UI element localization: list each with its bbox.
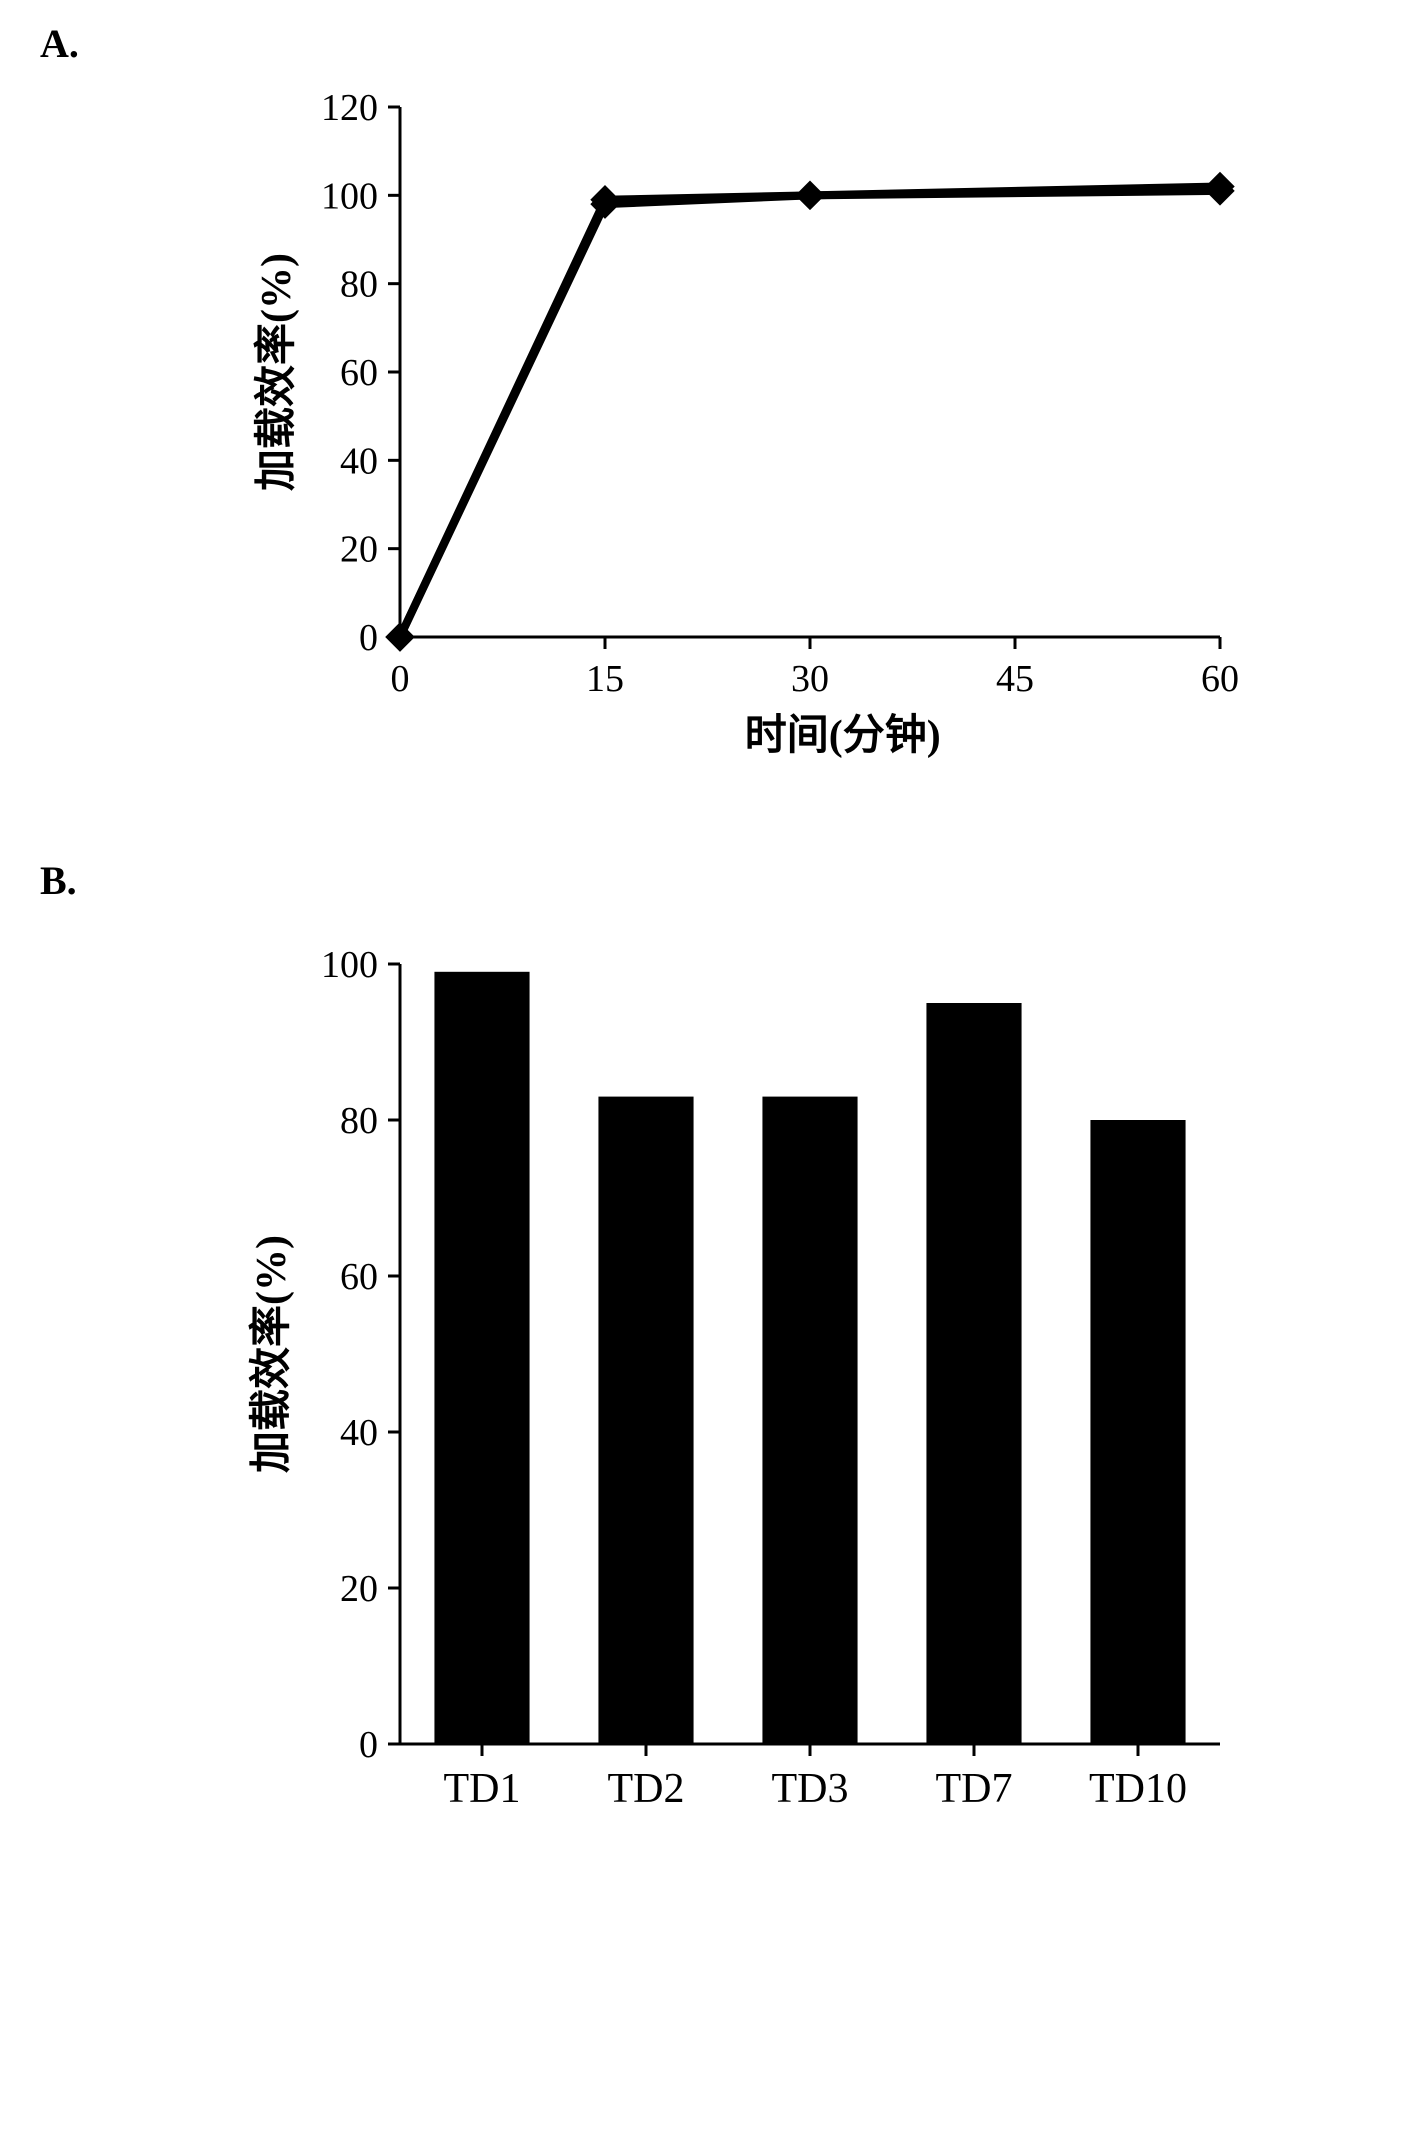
svg-text:100: 100 (321, 175, 378, 217)
bar-chart: 0 20 40 60 80 100 TD1 TD2 TD3 TD7 TD10 加载效率(%) (240, 904, 1290, 1904)
svg-text:100: 100 (321, 944, 378, 986)
svg-text:40: 40 (340, 1412, 378, 1454)
svg-text:20: 20 (340, 1568, 378, 1610)
svg-text:TD2: TD2 (608, 1766, 685, 1812)
svg-text:80: 80 (340, 1100, 378, 1142)
svg-text:TD1: TD1 (444, 1766, 521, 1812)
svg-text:30: 30 (791, 658, 829, 700)
svg-text:15: 15 (586, 658, 624, 700)
svg-text:0: 0 (391, 658, 410, 700)
svg-text:60: 60 (340, 352, 378, 394)
y-axis-title: 加载效率(%) (253, 253, 300, 491)
panel-b-label: B. (40, 857, 1380, 904)
svg-text:TD3: TD3 (772, 1766, 849, 1812)
svg-text:0: 0 (359, 1724, 378, 1766)
x-axis-title: 时间(分钟) (745, 712, 941, 759)
svg-text:45: 45 (996, 658, 1034, 700)
line-chart-container: 0 20 40 60 80 100 120 0 15 30 45 60 时间(分钟) 加载效率(%) (240, 67, 1380, 787)
svg-text:120: 120 (321, 87, 378, 129)
panel-a-label: A. (40, 20, 1380, 67)
svg-text:TD10: TD10 (1089, 1766, 1187, 1812)
svg-text:TD7: TD7 (936, 1766, 1013, 1812)
svg-text:40: 40 (340, 440, 378, 482)
svg-text:0: 0 (359, 617, 378, 659)
bar-chart-container: 0 20 40 60 80 100 TD1 TD2 TD3 TD7 TD10 加载效率(%) (240, 904, 1380, 1904)
y-axis-title-b: 加载效率(%) (248, 1235, 295, 1473)
svg-text:60: 60 (340, 1256, 378, 1298)
svg-text:20: 20 (340, 529, 378, 571)
svg-text:60: 60 (1201, 658, 1239, 700)
line-chart: 0 20 40 60 80 100 120 0 15 30 45 60 时间(分钟) 加载效率(%) (240, 67, 1290, 787)
svg-text:80: 80 (340, 264, 378, 306)
